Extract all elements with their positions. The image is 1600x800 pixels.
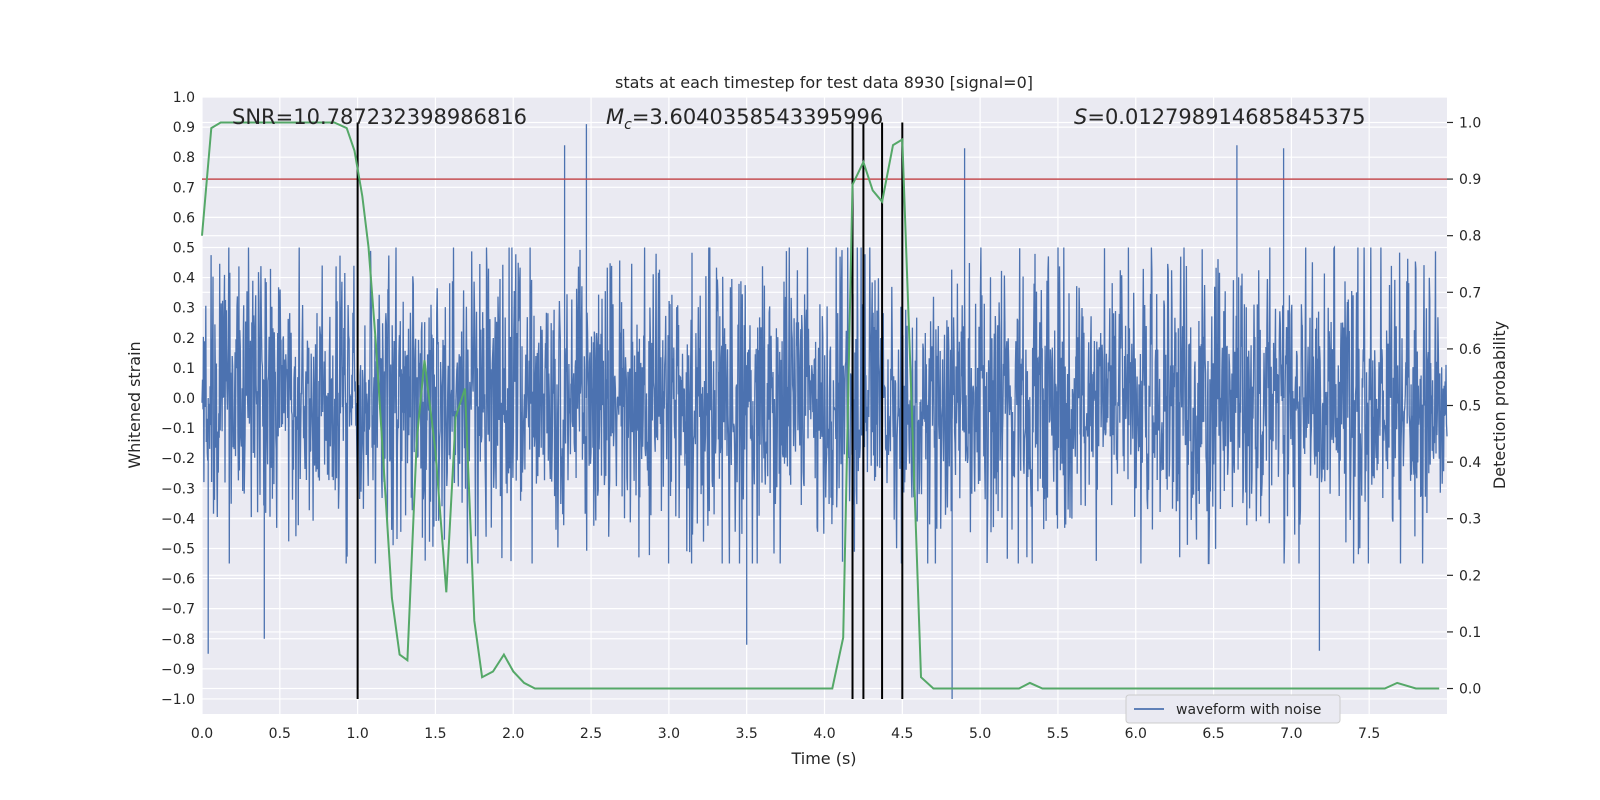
legend-box: [1125, 694, 1341, 724]
x-tick-label: 6.0: [1125, 726, 1147, 742]
y-tick-label: −0.1: [161, 421, 195, 437]
y-tick-label: −0.9: [161, 662, 195, 678]
x-tick-label: 7.5: [1358, 726, 1380, 742]
y-tick-label: 0.3: [173, 301, 195, 317]
right-tick-label: 0.1: [1459, 625, 1481, 641]
right-tick-label: 0.8: [1459, 229, 1481, 245]
chirp-mass-value: =3.6040358543395996: [632, 105, 883, 129]
y-tick-label: −0.6: [161, 572, 195, 588]
detection-probability-line: [201, 121, 1440, 690]
waveform-with-noise-series: [201, 124, 1448, 699]
s-symbol: S: [1074, 105, 1087, 129]
x-tick-label: 4.0: [813, 726, 835, 742]
waveform-with-noise-line: [201, 124, 1448, 699]
y-tick-label: 0.7: [173, 180, 195, 196]
right-axis-label: Detection probability: [1490, 321, 1509, 489]
right-tick-label: 0.6: [1459, 342, 1481, 358]
y-tick-label: 0.4: [173, 271, 195, 287]
x-tick-label: 5.5: [1047, 726, 1069, 742]
chart-title: stats at each timestep for test data 893…: [615, 73, 1033, 92]
y-tick-label: 0.2: [173, 331, 195, 347]
x-tick-label: 6.5: [1202, 726, 1224, 742]
y-axis-ticks: 1.0 0.9 0.8 0.7 0.6 0.5 0.4 0.3 0.2 0.1 0.0 −0.1 −0.…: [161, 90, 195, 708]
right-tick-label: 0.4: [1459, 455, 1481, 471]
y-tick-label: 1.0: [173, 90, 195, 106]
right-tick-label: 0.9: [1459, 172, 1481, 188]
y-tick-label: 0.6: [173, 210, 195, 226]
right-tick-label: 0.0: [1459, 682, 1481, 698]
y-axis-label: Whitened strain: [125, 341, 144, 468]
x-tick-label: 3.0: [658, 726, 680, 742]
x-tick-label: 5.0: [969, 726, 991, 742]
right-tick-label: 0.2: [1459, 568, 1481, 584]
x-tick-label: 0.5: [269, 726, 291, 742]
y-tick-label: −0.7: [161, 602, 195, 618]
x-tick-label: 2.0: [502, 726, 524, 742]
y-tick-label: 0.5: [173, 240, 195, 256]
right-tick-label: 0.3: [1459, 512, 1481, 528]
right-tick-label: 0.5: [1459, 399, 1481, 415]
legend-entry-waveform: waveform with noise: [1176, 702, 1321, 718]
y-tick-label: −0.5: [161, 541, 195, 557]
x-tick-label: 3.5: [736, 726, 758, 742]
y-tick-label: 0.8: [173, 150, 195, 166]
y-tick-label: −1.0: [161, 692, 195, 708]
right-axis-ticks: 1.0 0.9 0.8 0.7 0.6 0.5 0.4 0.3 0.2 0.1 0.0: [1447, 115, 1481, 698]
y-tick-label: −0.4: [161, 511, 195, 527]
snr-annotation: SNR=10.787232398986816: [232, 105, 527, 129]
y-tick-label: 0.9: [173, 120, 195, 136]
x-axis-label: Time (s): [790, 749, 856, 768]
x-tick-label: 4.5: [891, 726, 913, 742]
y-tick-label: 0.1: [173, 361, 195, 377]
x-tick-label: 1.0: [346, 726, 368, 742]
right-tick-label: 1.0: [1459, 115, 1481, 131]
x-tick-label: 1.5: [424, 726, 446, 742]
chirp-mass-subscript: c: [624, 117, 632, 133]
x-axis-ticks: 0.0 0.5 1.0 1.5 2.0 2.5 3.0 3.5 4.0 4.5 5.0 5.5 6.0 6…: [191, 726, 1380, 742]
detection-probability-series: [201, 121, 1440, 690]
y-tick-label: −0.8: [161, 632, 195, 648]
y-tick-label: 0.0: [173, 391, 195, 407]
legend: waveform with noise: [1125, 694, 1341, 724]
chirp-mass-annotation: Mc=3.6040358543395996: [606, 105, 883, 133]
x-tick-label: 7.0: [1280, 726, 1302, 742]
y-tick-label: −0.3: [161, 481, 195, 497]
s-annotation: S=0.012798914685845375: [1074, 105, 1365, 129]
chirp-mass-symbol: M: [606, 105, 624, 129]
y-tick-label: −0.2: [161, 451, 195, 467]
x-tick-label: 2.5: [580, 726, 602, 742]
right-tick-label: 0.7: [1459, 285, 1481, 301]
s-value: =0.012798914685845375: [1087, 105, 1365, 129]
x-tick-label: 0.0: [191, 726, 213, 742]
